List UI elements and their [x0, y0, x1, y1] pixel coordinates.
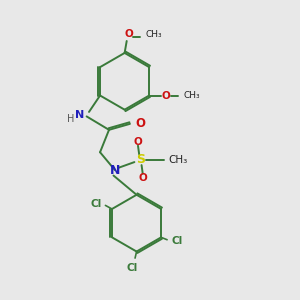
- Text: Cl: Cl: [90, 199, 101, 208]
- Text: O: O: [135, 117, 145, 130]
- Text: CH₃: CH₃: [184, 91, 200, 100]
- Text: H: H: [68, 114, 75, 124]
- Text: O: O: [161, 91, 170, 100]
- Text: N: N: [75, 110, 85, 120]
- Text: O: O: [134, 137, 142, 147]
- Text: N: N: [110, 164, 120, 177]
- Text: O: O: [125, 29, 134, 39]
- Text: CH₃: CH₃: [146, 30, 162, 39]
- Text: O: O: [138, 172, 147, 183]
- Text: Cl: Cl: [172, 236, 183, 246]
- Text: Cl: Cl: [127, 263, 138, 273]
- Text: CH₃: CH₃: [168, 155, 188, 165]
- Text: S: S: [136, 153, 145, 166]
